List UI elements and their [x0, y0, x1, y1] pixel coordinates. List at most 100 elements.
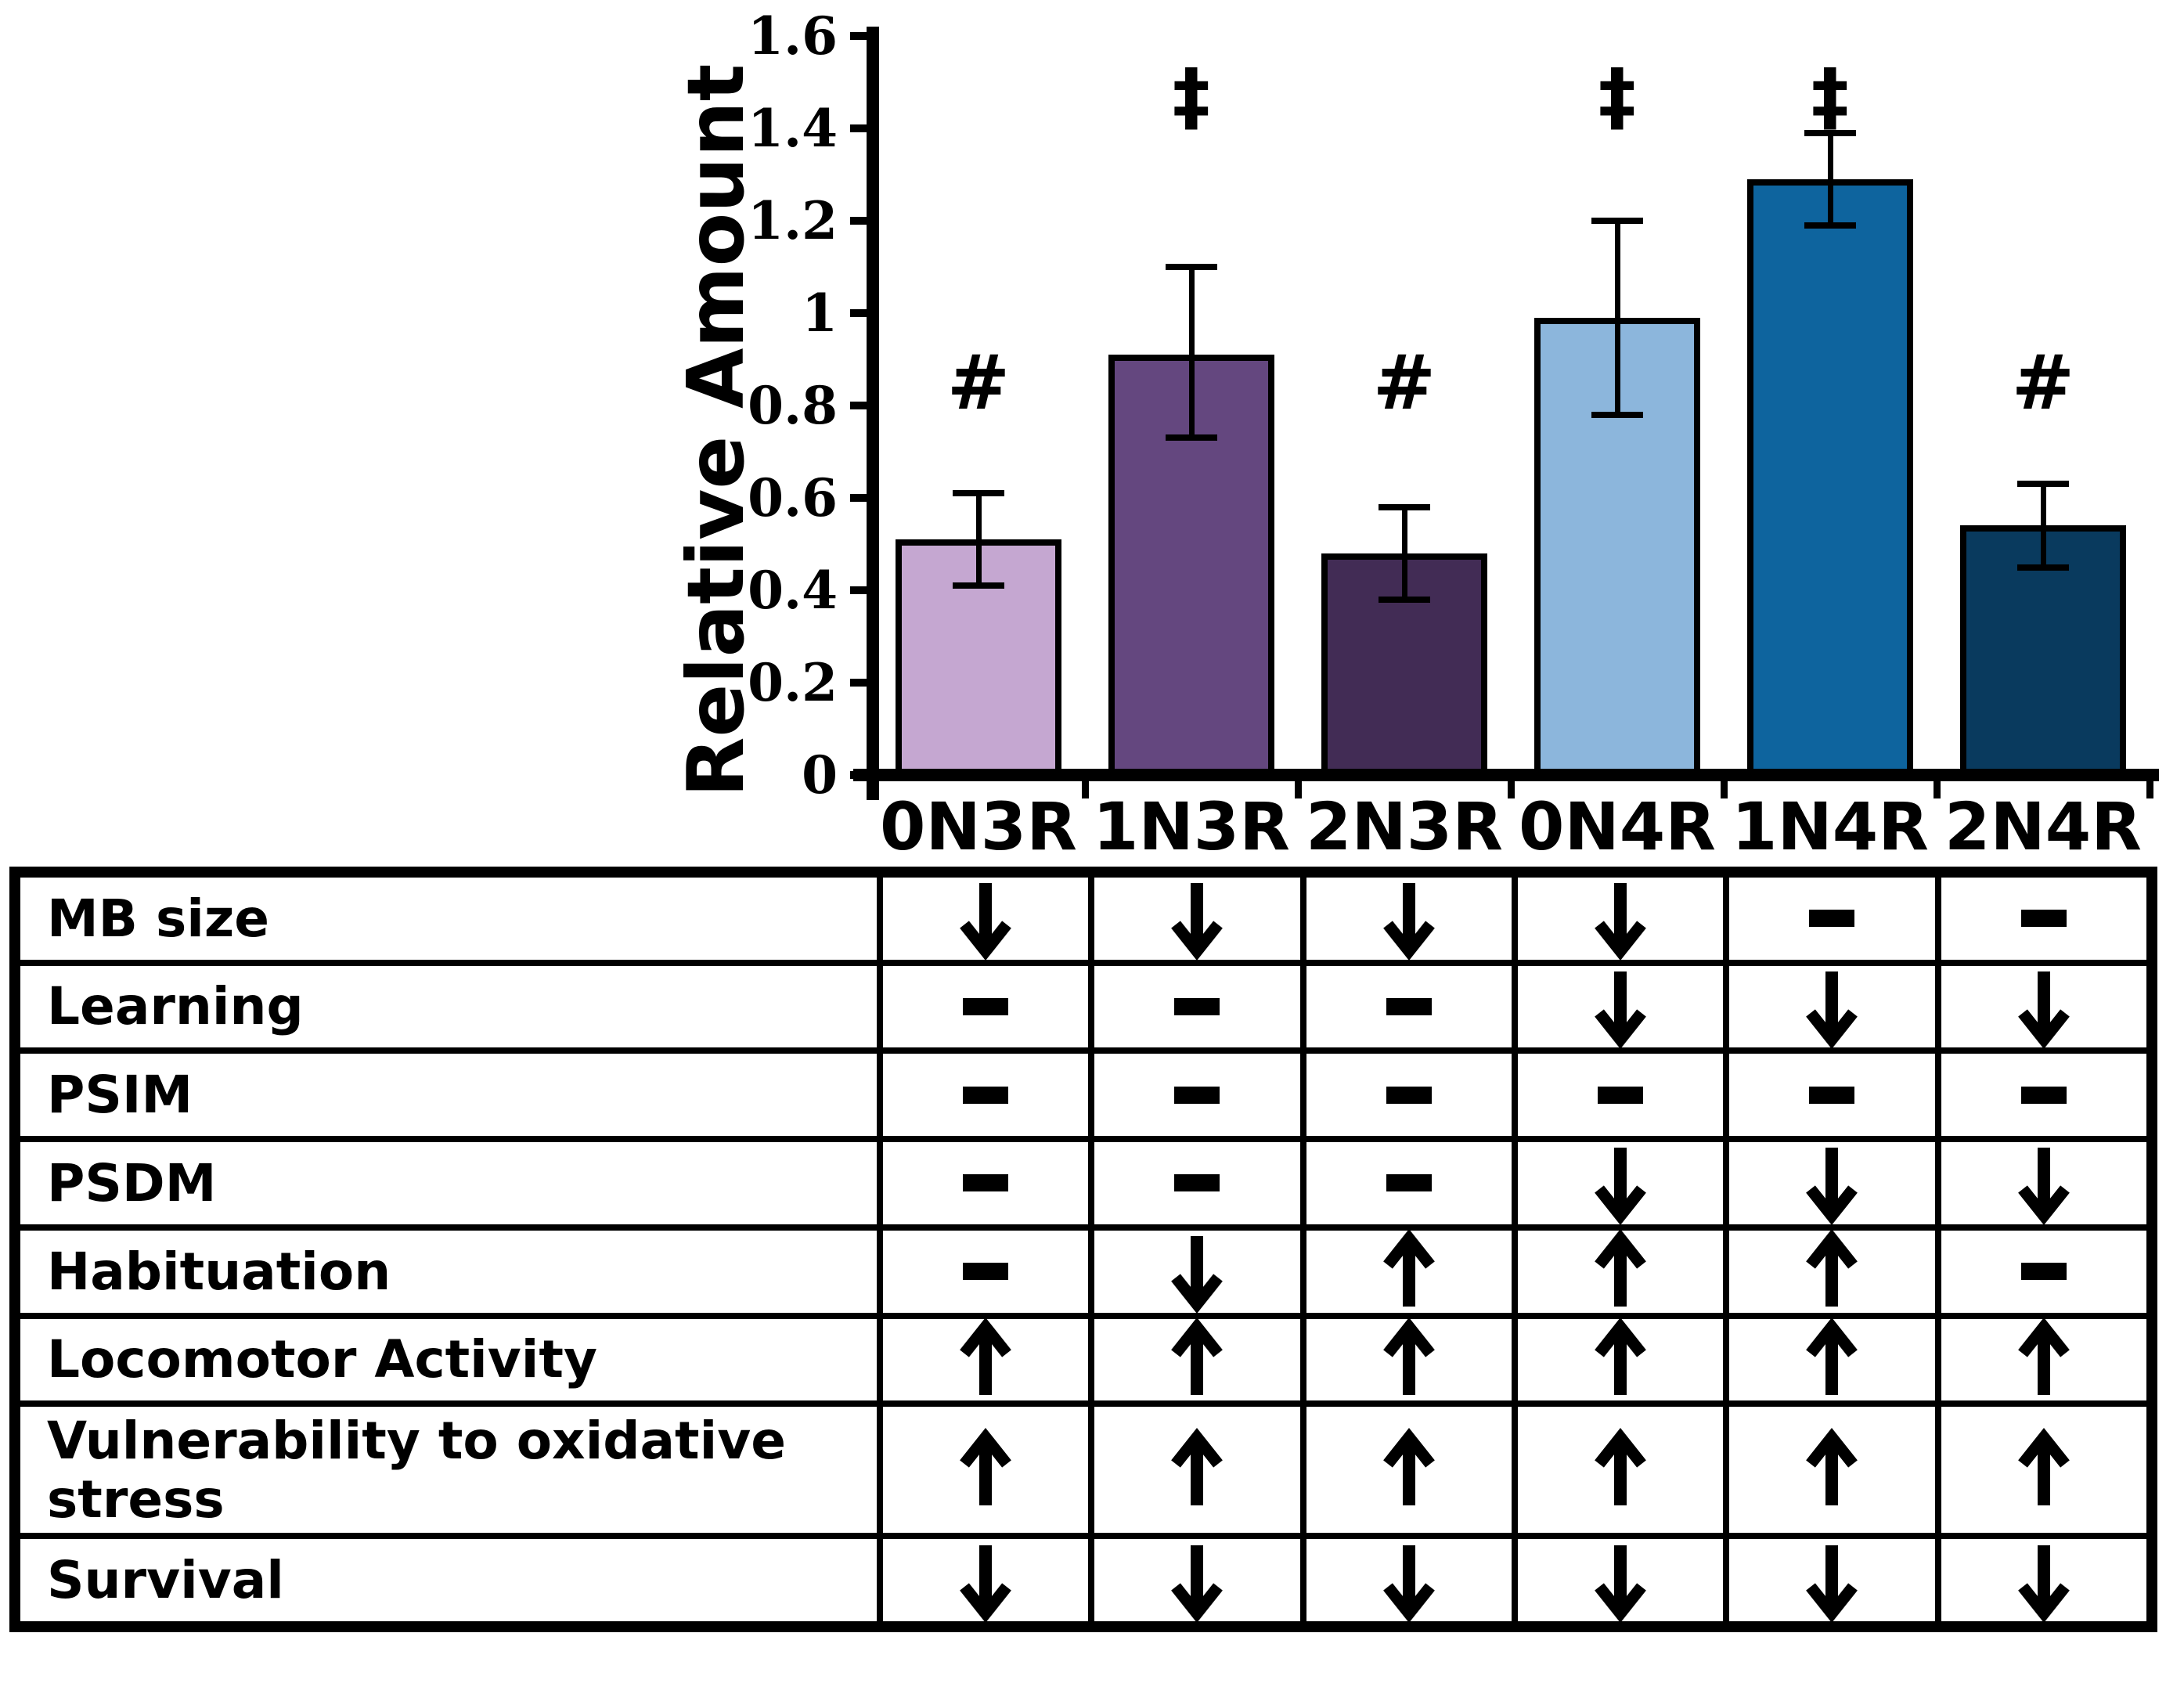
error-bar-2N4R: [2041, 484, 2046, 568]
cell-2N3R-up: [1303, 1315, 1515, 1404]
x-tick-mark: [1934, 780, 1941, 798]
error-bar-1N3R: [1189, 267, 1195, 438]
cell-0N4R-down: [1515, 962, 1727, 1051]
significance-marker-2N4R: #: [2011, 338, 2075, 427]
cell-0N3R-dash: [880, 1051, 1092, 1140]
x-tick-mark: [1721, 780, 1728, 798]
row-label: Learning: [17, 962, 880, 1051]
cell-0N4R-down: [1515, 874, 1727, 963]
down-arrow-icon: [1171, 1236, 1224, 1314]
x-tick-label-0N4R: 0N4R: [1519, 788, 1716, 865]
down-arrow-icon: [1595, 1148, 1647, 1226]
cell-1N3R-down: [1091, 1227, 1303, 1316]
cell-2N4R-up: [1937, 1315, 2150, 1404]
cell-1N3R-up: [1091, 1315, 1303, 1404]
up-arrow-icon: [1595, 1229, 1647, 1307]
up-arrow-icon: [960, 1427, 1012, 1505]
down-arrow-icon: [1382, 883, 1435, 961]
up-arrow-icon: [1171, 1317, 1224, 1395]
cell-2N3R-dash: [1303, 1051, 1515, 1140]
x-tick-mark: [2146, 780, 2153, 798]
cell-0N3R-dash: [880, 1227, 1092, 1316]
cell-0N4R-up: [1515, 1404, 1727, 1537]
x-axis-line: [853, 769, 2159, 781]
cell-2N3R-up: [1303, 1404, 1515, 1537]
down-arrow-icon: [1595, 883, 1647, 961]
cell-1N4R-up: [1726, 1227, 1938, 1316]
dash-icon: [1386, 1086, 1432, 1104]
down-arrow-icon: [2017, 971, 2070, 1050]
down-arrow-icon: [1171, 1545, 1224, 1623]
row-label: Survival: [17, 1536, 880, 1624]
row-label: PSIM: [17, 1051, 880, 1140]
dash-icon: [963, 998, 1009, 1016]
down-arrow-icon: [2017, 1545, 2070, 1623]
error-bar-0N4R: [1615, 221, 1620, 415]
down-arrow-icon: [1595, 1545, 1647, 1623]
down-arrow-icon: [960, 1545, 1012, 1623]
down-arrow-icon: [1806, 1148, 1858, 1226]
down-arrow-icon: [1595, 971, 1647, 1050]
row-label: Locomotor Activity: [17, 1315, 880, 1404]
up-arrow-icon: [2017, 1317, 2070, 1395]
y-tick-label: 0: [802, 744, 838, 806]
phenotype-table: MB size Learning PSIM PSDM Habituation Locomo…: [9, 867, 2157, 1632]
x-tick-label-1N4R: 1N4R: [1732, 788, 1929, 865]
dash-icon: [2020, 1086, 2067, 1104]
error-bar-bottom-cap: [1591, 411, 1643, 418]
significance-marker-2N3R: #: [1372, 338, 1436, 427]
cell-1N4R-down: [1726, 1536, 1938, 1624]
cell-0N4R-up: [1515, 1227, 1727, 1316]
relative-amount-bar-chart: Relative Amount 0 0.2 0.4 0.6 0.8 1 1.2 1.4 1.6 #…: [670, 5, 2159, 865]
y-axis-line: [867, 27, 879, 800]
error-bar-2N3R: [1402, 506, 1407, 600]
cell-2N3R-dash: [1303, 962, 1515, 1051]
error-bar-bottom-cap: [1379, 596, 1430, 603]
dash-icon: [1386, 998, 1432, 1016]
cell-2N4R-down: [1937, 1536, 2150, 1624]
cell-0N4R-dash: [1515, 1051, 1727, 1140]
y-tick-mark: [850, 309, 867, 317]
cell-1N4R-dash: [1726, 1051, 1938, 1140]
cell-0N4R-up: [1515, 1315, 1727, 1404]
up-arrow-icon: [1595, 1317, 1647, 1395]
dash-icon: [963, 1086, 1009, 1104]
up-arrow-icon: [2017, 1427, 2070, 1505]
dash-icon: [1174, 1086, 1220, 1104]
dash-icon: [963, 1174, 1009, 1192]
cell-2N4R-down: [1937, 1139, 2150, 1227]
significance-marker-0N3R: #: [946, 338, 1011, 427]
dash-icon: [963, 1263, 1009, 1281]
cell-0N3R-dash: [880, 1139, 1092, 1227]
cell-1N3R-down: [1091, 1536, 1303, 1624]
error-bar-1N4R: [1828, 132, 1833, 225]
error-bar-top-cap: [1804, 129, 1856, 136]
dash-icon: [1598, 1086, 1644, 1104]
up-arrow-icon: [1382, 1427, 1435, 1505]
cell-1N4R-up: [1726, 1315, 1938, 1404]
cell-0N3R-up: [880, 1404, 1092, 1537]
cell-1N3R-dash: [1091, 1139, 1303, 1227]
x-tick-label-2N4R: 2N4R: [1944, 788, 2142, 865]
error-bar-bottom-cap: [2017, 564, 2069, 571]
x-tick-mark: [1508, 780, 1515, 798]
x-tick-label-0N3R: 0N3R: [880, 788, 1077, 865]
down-arrow-icon: [1171, 883, 1224, 961]
down-arrow-icon: [2017, 1148, 2070, 1226]
x-tick-mark: [1295, 780, 1302, 798]
y-tick-label: 1: [802, 283, 838, 344]
y-tick-mark: [850, 32, 867, 40]
cell-1N4R-dash: [1726, 874, 1938, 963]
y-tick-label: 1.6: [748, 5, 838, 67]
error-bar-0N3R: [976, 493, 982, 586]
x-tick-label-1N3R: 1N3R: [1093, 788, 1290, 865]
y-tick-mark: [850, 494, 867, 502]
down-arrow-icon: [1806, 971, 1858, 1050]
y-tick-mark: [850, 586, 867, 594]
up-arrow-icon: [1806, 1317, 1858, 1395]
up-arrow-icon: [1595, 1427, 1647, 1505]
cell-0N3R-up: [880, 1315, 1092, 1404]
y-tick-mark: [850, 402, 867, 409]
down-arrow-icon: [960, 883, 1012, 961]
